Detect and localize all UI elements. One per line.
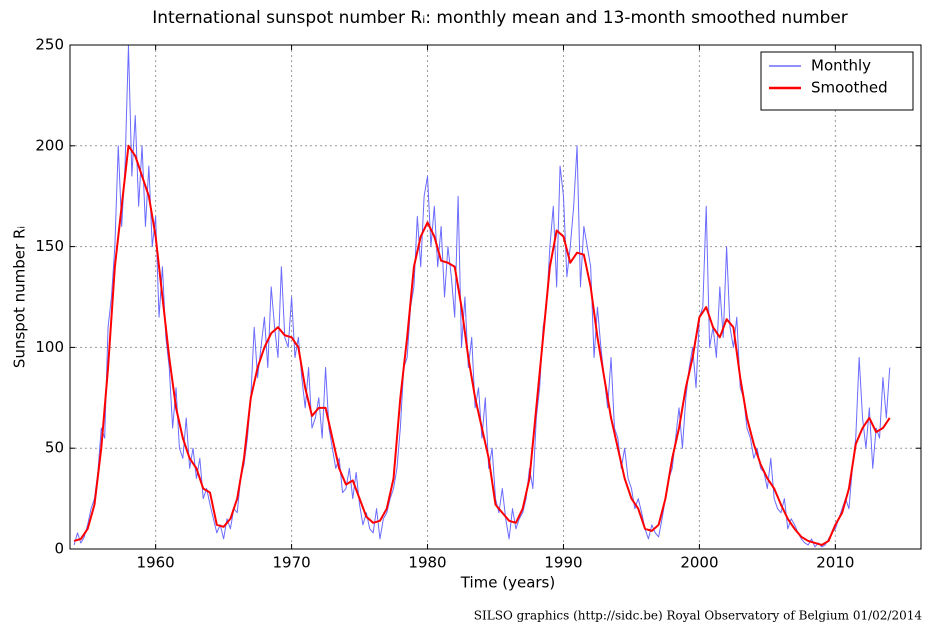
legend-label: Monthly [811, 57, 871, 75]
series-line [73, 144, 891, 546]
x-tick-label: 1960 [137, 554, 175, 572]
source-note: SILSO graphics (http://sidc.be) Royal Ob… [474, 609, 923, 623]
y-tick-label: 50 [45, 439, 64, 457]
y-axis-label: Sunspot number Rᵢ [11, 226, 29, 368]
x-tick-label: 2000 [680, 554, 718, 572]
legend-label: Smoothed [811, 79, 888, 97]
y-tick-label: 100 [35, 338, 64, 356]
y-tick-label: 0 [54, 540, 64, 558]
x-tick-label: 1990 [544, 554, 582, 572]
plot-frame [69, 44, 922, 550]
x-axis-label: Time (years) [460, 574, 555, 592]
x-tick-label: 1970 [272, 554, 310, 572]
x-tick-label: 1980 [408, 554, 446, 572]
legend-box [760, 51, 914, 111]
chart-title: International sunspot number Rᵢ: monthly… [152, 8, 848, 28]
y-tick-label: 250 [35, 36, 64, 54]
y-tick-label: 150 [35, 237, 64, 255]
series-line [73, 45, 891, 548]
y-tick-label: 200 [35, 136, 64, 154]
x-tick-label: 2010 [816, 554, 854, 572]
